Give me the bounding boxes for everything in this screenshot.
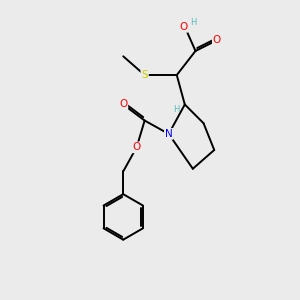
Text: O: O (133, 142, 141, 152)
Text: H: H (190, 18, 196, 27)
Text: O: O (213, 35, 221, 45)
Text: O: O (179, 22, 188, 32)
Text: O: O (119, 100, 128, 110)
Text: S: S (141, 70, 148, 80)
Text: H: H (173, 105, 179, 114)
Text: N: N (165, 129, 172, 139)
